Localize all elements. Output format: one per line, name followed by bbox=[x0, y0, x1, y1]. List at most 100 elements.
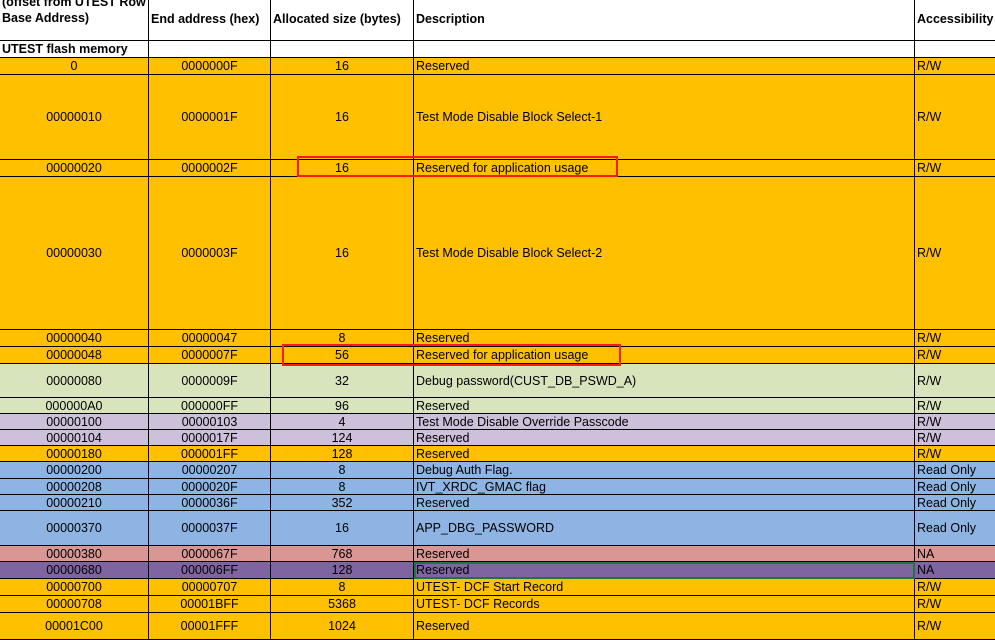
cell-start-address[interactable]: 00000010 bbox=[0, 75, 149, 160]
cell-allocated-size[interactable]: 32 bbox=[271, 364, 414, 398]
cell-start-address[interactable]: 00000200 bbox=[0, 462, 149, 479]
cell-description[interactable]: Test Mode Disable Block Select-2 bbox=[414, 177, 915, 330]
cell-accessibility[interactable]: R/W bbox=[915, 347, 995, 364]
cell-accessibility[interactable]: R/W bbox=[915, 58, 995, 75]
cell-description[interactable]: Reserved bbox=[414, 546, 915, 562]
cell-start-address[interactable]: 00000708 bbox=[0, 596, 149, 613]
cell-description[interactable]: Test Mode Disable Override Passcode bbox=[414, 414, 915, 430]
cell-end-address[interactable]: 0000009F bbox=[149, 364, 271, 398]
cell-start-address[interactable]: 00000040 bbox=[0, 330, 149, 347]
cell-start-address[interactable]: 00000208 bbox=[0, 479, 149, 495]
cell-start-address[interactable]: 00000680 bbox=[0, 562, 149, 579]
cell-allocated-size[interactable]: 8 bbox=[271, 479, 414, 495]
cell-start-address[interactable]: 00000104 bbox=[0, 430, 149, 446]
cell-start-address[interactable]: 00000380 bbox=[0, 546, 149, 562]
cell-start-address[interactable]: 00000030 bbox=[0, 177, 149, 330]
cell-accessibility[interactable]: NA bbox=[915, 562, 995, 579]
cell-allocated-size[interactable]: 352 bbox=[271, 495, 414, 511]
cell-description[interactable]: Debug password(CUST_DB_PSWD_A) bbox=[414, 364, 915, 398]
cell-accessibility[interactable]: Read Only bbox=[915, 511, 995, 546]
cell[interactable] bbox=[271, 41, 414, 58]
cell-accessibility[interactable]: R/W bbox=[915, 177, 995, 330]
cell-accessibility[interactable]: R/W bbox=[915, 398, 995, 414]
cell-description[interactable]: Test Mode Disable Block Select-1 bbox=[414, 75, 915, 160]
cell-allocated-size[interactable]: 96 bbox=[271, 398, 414, 414]
cell-accessibility[interactable]: R/W bbox=[915, 160, 995, 177]
cell-description[interactable]: Reserved for application usage bbox=[414, 347, 915, 364]
cell-allocated-size[interactable]: 16 bbox=[271, 511, 414, 546]
cell-end-address[interactable]: 0000001F bbox=[149, 75, 271, 160]
cell-accessibility[interactable]: R/W bbox=[915, 414, 995, 430]
cell-end-address[interactable]: 0000017F bbox=[149, 430, 271, 446]
cell-start-address[interactable]: 00000210 bbox=[0, 495, 149, 511]
cell-description[interactable]: Reserved bbox=[414, 398, 915, 414]
cell-end-address[interactable]: 0000003F bbox=[149, 177, 271, 330]
cell-allocated-size[interactable]: 8 bbox=[271, 330, 414, 347]
cell-allocated-size[interactable]: 768 bbox=[271, 546, 414, 562]
header-allocated-size[interactable]: Allocated size (bytes) bbox=[271, 0, 414, 41]
cell-accessibility[interactable]: R/W bbox=[915, 446, 995, 462]
cell-start-address[interactable]: 000000A0 bbox=[0, 398, 149, 414]
cell-end-address[interactable]: 0000020F bbox=[149, 479, 271, 495]
cell-end-address[interactable]: 0000002F bbox=[149, 160, 271, 177]
cell-end-address[interactable]: 000006FF bbox=[149, 562, 271, 579]
cell-start-address[interactable]: 00000080 bbox=[0, 364, 149, 398]
cell-start-address[interactable]: 00000180 bbox=[0, 446, 149, 462]
cell-description[interactable]: Reserved bbox=[414, 330, 915, 347]
cell-allocated-size[interactable]: 4 bbox=[271, 414, 414, 430]
cell-allocated-size[interactable]: 128 bbox=[271, 562, 414, 579]
cell-allocated-size[interactable]: 8 bbox=[271, 462, 414, 479]
cell-start-address[interactable]: 00000020 bbox=[0, 160, 149, 177]
cell-accessibility[interactable]: R/W bbox=[915, 596, 995, 613]
cell[interactable] bbox=[149, 41, 271, 58]
cell-description[interactable]: Reserved bbox=[414, 430, 915, 446]
cell-allocated-size[interactable]: 16 bbox=[271, 58, 414, 75]
cell-end-address[interactable]: 0000036F bbox=[149, 495, 271, 511]
cell-description[interactable]: Reserved bbox=[414, 446, 915, 462]
cell-start-address[interactable]: 00000048 bbox=[0, 347, 149, 364]
cell-end-address[interactable]: 00000047 bbox=[149, 330, 271, 347]
cell-accessibility[interactable]: NA bbox=[915, 546, 995, 562]
cell-description[interactable]: Reserved bbox=[414, 58, 915, 75]
cell-end-address[interactable]: 00000207 bbox=[149, 462, 271, 479]
cell-allocated-size[interactable]: 124 bbox=[271, 430, 414, 446]
cell-description[interactable]: UTEST- DCF Start Record bbox=[414, 579, 915, 596]
cell-description[interactable]: Reserved bbox=[414, 495, 915, 511]
cell-end-address[interactable]: 0000000F bbox=[149, 58, 271, 75]
cell-end-address[interactable]: 000001FF bbox=[149, 446, 271, 462]
header-end-address[interactable]: End address (hex) bbox=[149, 0, 271, 41]
cell-description[interactable]: IVT_XRDC_GMAC flag bbox=[414, 479, 915, 495]
cell-end-address[interactable]: 00000707 bbox=[149, 579, 271, 596]
cell-end-address[interactable]: 00001BFF bbox=[149, 596, 271, 613]
cell-start-address[interactable]: 0 bbox=[0, 58, 149, 75]
cell-end-address[interactable]: 0000067F bbox=[149, 546, 271, 562]
cell-description[interactable]: Reserved for application usage bbox=[414, 160, 915, 177]
cell-start-address[interactable]: 00000700 bbox=[0, 579, 149, 596]
cell-allocated-size[interactable]: 16 bbox=[271, 177, 414, 330]
header-accessibility[interactable]: Accessibility bbox=[915, 0, 995, 41]
cell-description[interactable]: Debug Auth Flag. bbox=[414, 462, 915, 479]
cell-allocated-size[interactable]: 5368 bbox=[271, 596, 414, 613]
cell-accessibility[interactable]: R/W bbox=[915, 330, 995, 347]
cell-accessibility[interactable]: Read Only bbox=[915, 479, 995, 495]
cell-allocated-size[interactable]: 16 bbox=[271, 75, 414, 160]
section-label[interactable]: UTEST flash memory bbox=[0, 41, 149, 58]
cell-start-address[interactable]: 00000100 bbox=[0, 414, 149, 430]
cell-start-address[interactable]: 00000370 bbox=[0, 511, 149, 546]
cell[interactable] bbox=[915, 41, 995, 58]
cell-allocated-size[interactable]: 128 bbox=[271, 446, 414, 462]
cell-accessibility[interactable]: R/W bbox=[915, 364, 995, 398]
cell-allocated-size[interactable]: 56 bbox=[271, 347, 414, 364]
cell-end-address[interactable]: 0000007F bbox=[149, 347, 271, 364]
header-description[interactable]: Description bbox=[414, 0, 915, 41]
cell-end-address[interactable]: 0000037F bbox=[149, 511, 271, 546]
cell-accessibility[interactable]: R/W bbox=[915, 430, 995, 446]
cell-accessibility[interactable]: Read Only bbox=[915, 495, 995, 511]
cell-description[interactable]: Reserved bbox=[414, 562, 915, 579]
cell-description[interactable]: UTEST- DCF Records bbox=[414, 596, 915, 613]
header-start-address[interactable]: Start address (hex) (offset from UTEST R… bbox=[0, 0, 149, 41]
cell-end-address[interactable]: 00000103 bbox=[149, 414, 271, 430]
cell-accessibility[interactable]: Read Only bbox=[915, 462, 995, 479]
cell-accessibility[interactable]: R/W bbox=[915, 75, 995, 160]
cell-accessibility[interactable]: R/W bbox=[915, 579, 995, 596]
